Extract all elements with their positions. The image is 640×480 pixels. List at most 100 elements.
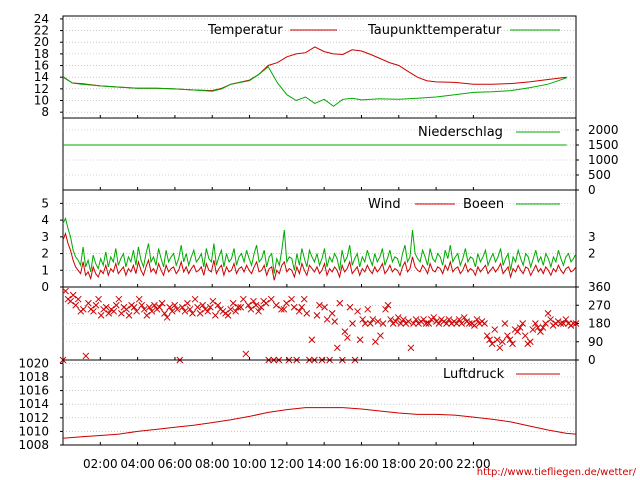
y-tick-label: 1018 xyxy=(18,370,49,384)
direction-marker xyxy=(559,320,567,327)
direction-marker xyxy=(204,307,212,315)
direction-marker xyxy=(199,301,207,309)
direction-marker xyxy=(156,303,163,311)
wind-panel: 0 1 2 3 4 5 2 3 Wind Boeen xyxy=(41,189,596,294)
direction-marker xyxy=(532,320,539,327)
y-tick-label: 8 xyxy=(41,105,49,119)
legend-label: Taupunkttemperatur xyxy=(367,23,502,38)
y-tick-label: 14 xyxy=(34,70,49,84)
direction-marker xyxy=(321,303,328,311)
y-tick-label: 270 xyxy=(588,298,611,312)
direction-marker xyxy=(196,310,204,317)
direction-marker xyxy=(135,295,143,303)
direction-marker xyxy=(283,299,290,307)
direction-marker xyxy=(163,314,171,321)
direction-marker xyxy=(189,310,196,317)
direction-marker xyxy=(486,336,494,344)
direction-marker xyxy=(278,305,285,313)
y-tick-label: 22 xyxy=(34,24,49,38)
direction-marker xyxy=(140,305,148,313)
direction-marker xyxy=(173,305,181,313)
direction-marker xyxy=(572,320,580,327)
x-tick-label: 22:00 xyxy=(456,457,491,471)
direction-marker xyxy=(471,322,478,329)
direction-marker xyxy=(181,307,189,315)
x-tick-label: 02:00 xyxy=(83,457,118,471)
direction-marker xyxy=(514,328,521,335)
y-tick-label: 3 xyxy=(41,230,49,244)
direction-marker xyxy=(242,350,250,358)
source-credit[interactable]: http://www.tiefliegen.de/wetter/ xyxy=(477,467,637,478)
y-tick-label: 10 xyxy=(34,94,49,108)
direction-marker xyxy=(148,307,156,315)
direction-marker xyxy=(364,305,372,313)
direction-marker xyxy=(443,320,450,327)
direction-marker xyxy=(519,320,527,327)
direction-marker xyxy=(227,305,234,313)
direction-marker xyxy=(272,301,280,309)
direction-marker xyxy=(133,307,141,315)
direction-marker xyxy=(250,297,257,305)
direction-marker xyxy=(516,324,524,331)
legend-label: Niederschlag xyxy=(418,125,503,140)
direction-marker xyxy=(529,326,537,333)
direction-marker xyxy=(481,320,488,327)
direction-marker xyxy=(382,305,389,313)
direction-marker xyxy=(62,287,69,295)
direction-marker xyxy=(547,316,554,323)
x-tick-label: 12:00 xyxy=(270,457,305,471)
direction-marker xyxy=(341,328,349,335)
direction-marker xyxy=(509,340,516,348)
direction-marker xyxy=(369,316,377,323)
direction-marker xyxy=(465,320,473,327)
y-tick-label: 5 xyxy=(41,196,49,210)
direction-marker xyxy=(501,320,509,327)
y-tick-label: 1000 xyxy=(588,153,619,167)
boeen-line xyxy=(62,216,577,274)
wind-direction-panel: 0 90 180 270 360 xyxy=(59,280,611,367)
direction-marker xyxy=(359,316,367,323)
direction-marker xyxy=(493,336,501,344)
direction-marker xyxy=(557,320,565,327)
direction-marker xyxy=(392,318,400,325)
direction-marker xyxy=(425,320,433,327)
direction-marker xyxy=(435,320,443,327)
y-tick-label: 1 xyxy=(41,263,49,277)
legend-label: Boeen xyxy=(463,197,504,212)
luftdruck-line xyxy=(62,407,577,439)
direction-marker xyxy=(303,310,311,317)
y-tick-label: 20 xyxy=(34,35,49,49)
y-tick-label-right: 3 xyxy=(588,230,596,244)
direction-marker xyxy=(366,320,374,327)
direction-marker xyxy=(537,328,544,335)
direction-marker xyxy=(488,340,496,348)
y-tick-label: 1014 xyxy=(18,397,49,411)
direction-marker xyxy=(298,303,306,311)
direction-marker xyxy=(420,316,427,323)
direction-marker xyxy=(145,303,153,311)
direction-marker xyxy=(397,320,405,327)
direction-marker xyxy=(422,320,430,327)
y-tick-label: 1008 xyxy=(18,438,49,452)
direction-marker xyxy=(110,307,118,315)
direction-marker xyxy=(191,295,199,303)
y-tick-label: 12 xyxy=(34,82,49,96)
direction-marker xyxy=(361,320,369,327)
direction-marker xyxy=(455,316,463,323)
direction-marker xyxy=(506,336,514,344)
x-tick-label: 08:00 xyxy=(195,457,230,471)
direction-marker xyxy=(496,344,504,352)
direction-marker xyxy=(328,310,336,317)
direction-marker xyxy=(354,307,361,315)
direction-marker xyxy=(166,303,174,311)
direction-marker xyxy=(239,295,247,303)
direction-marker xyxy=(206,303,214,311)
direction-marker xyxy=(295,307,303,315)
y-tick-label: 1012 xyxy=(18,411,49,425)
time-axis: 02:00 04:00 06:00 08:00 10:00 12:00 14:00 16:00… xyxy=(83,457,491,471)
y-tick-label-right: 2 xyxy=(588,247,596,261)
direction-marker xyxy=(252,301,260,309)
